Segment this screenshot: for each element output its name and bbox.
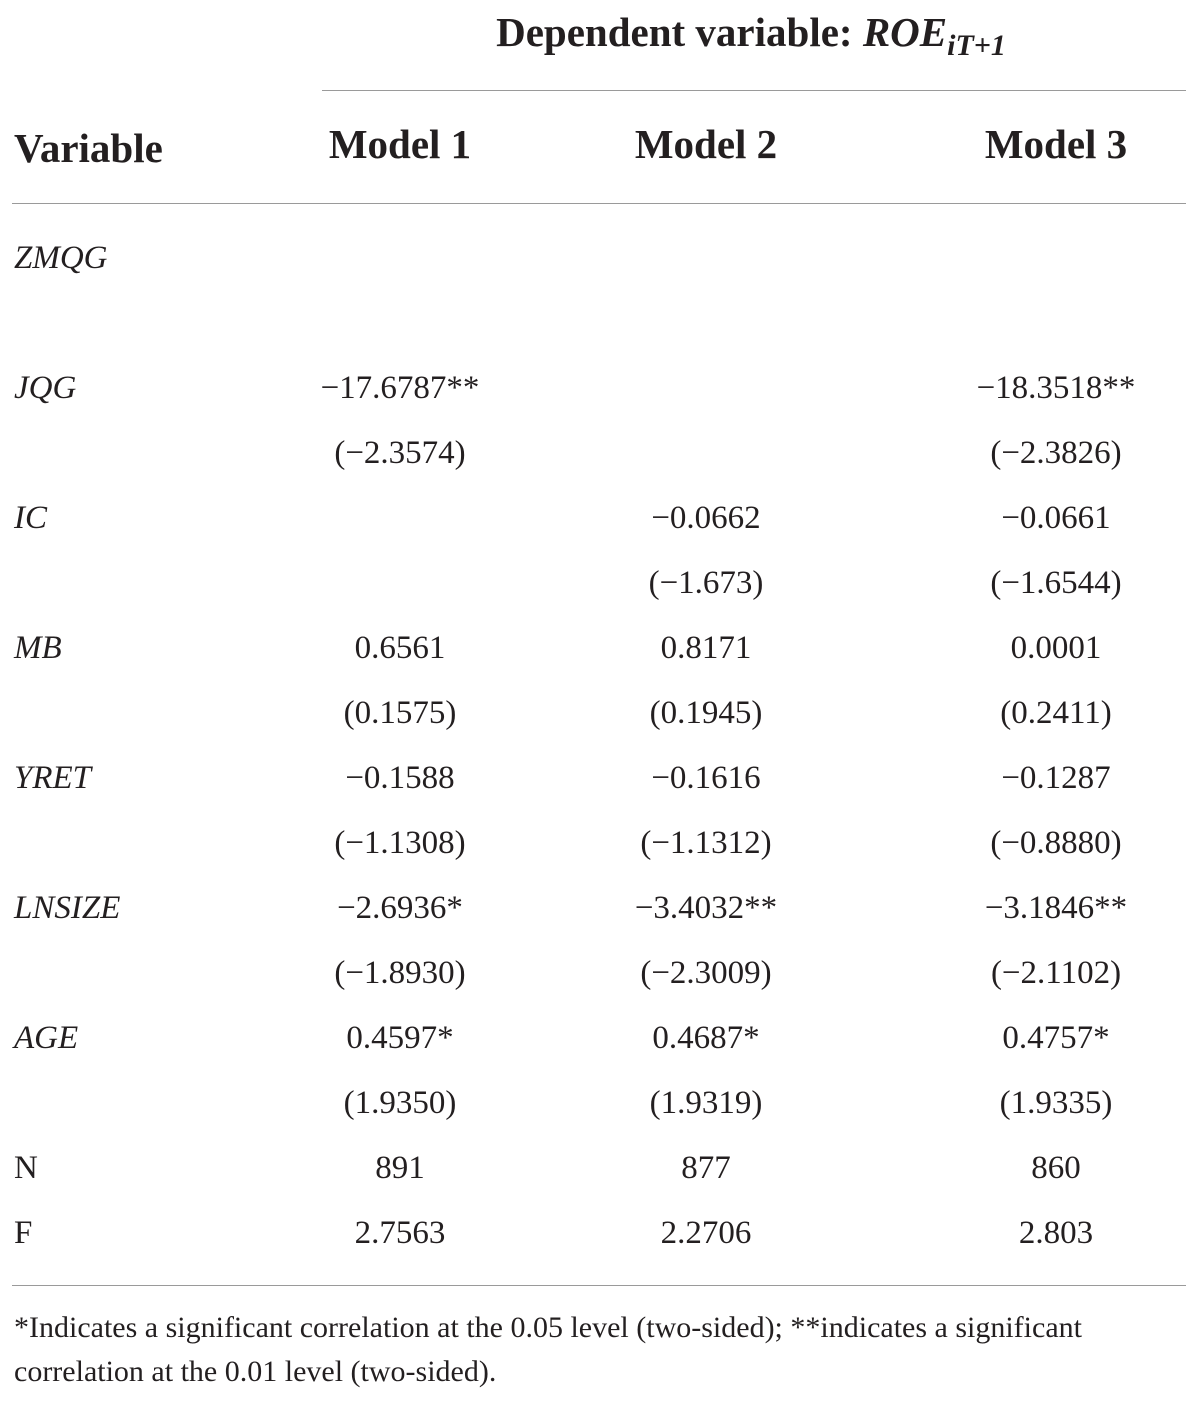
cell-yret-model-1-tstat: (−1.1308) xyxy=(334,825,466,861)
cell-mb-model-1-coef: 0.6561 xyxy=(354,630,446,666)
header-span-rule xyxy=(322,90,1186,91)
table-footnote: *Indicates a significant correlation at … xyxy=(14,1311,1082,1388)
cell-yret-model-2-coef: −0.1616 xyxy=(651,760,761,796)
row-label-zmqg: ZMQG xyxy=(14,240,108,276)
cell-mb-model-3-tstat: (0.2411) xyxy=(1000,695,1112,731)
row-label-n: N xyxy=(14,1150,38,1186)
cell-lnsize-model-2-tstat: (−2.3009) xyxy=(640,955,772,991)
cell-ic-model-3-coef: −0.0661 xyxy=(1001,500,1111,536)
cell-yret-model-3-coef: −0.1287 xyxy=(1001,760,1111,796)
cell-lnsize-model-1-tstat: (−1.8930) xyxy=(334,955,466,991)
cell-age-model-2-tstat: (1.9319) xyxy=(649,1085,763,1121)
cell-age-model-2-coef: 0.4687* xyxy=(652,1020,760,1056)
cell-n-model-2: 877 xyxy=(681,1150,731,1186)
cell-yret-model-2-tstat: (−1.1312) xyxy=(640,825,772,861)
cell-age-model-1-tstat: (1.9350) xyxy=(343,1085,457,1121)
cell-n-model-3: 860 xyxy=(1031,1150,1081,1186)
row-label-f: F xyxy=(14,1215,33,1251)
cell-ic-model-3-tstat: (−1.6544) xyxy=(990,565,1122,601)
cell-lnsize-model-1-coef: −2.6936* xyxy=(337,890,463,926)
cell-age-model-3-coef: 0.4757* xyxy=(1002,1020,1110,1056)
row-label-age: AGE xyxy=(14,1020,79,1056)
cell-ic-model-2-coef: −0.0662 xyxy=(651,500,761,536)
cell-age-model-3-tstat: (1.9335) xyxy=(999,1085,1113,1121)
cell-f-model-1: 2.7563 xyxy=(354,1215,446,1251)
cell-ic-model-2-tstat: (−1.673) xyxy=(648,565,764,601)
dependent-variable-header: Dependent variable: ROEiT+1 xyxy=(0,6,1200,72)
cell-jqg-model-3-tstat: (−2.3826) xyxy=(990,435,1122,471)
cell-mb-model-1-tstat: (0.1575) xyxy=(343,695,457,731)
cell-lnsize-model-2-coef: −3.4032** xyxy=(634,890,778,926)
column-header-model-1: Model 1 xyxy=(328,121,472,167)
row-label-yret: YRET xyxy=(14,760,92,796)
cell-mb-model-2-coef: 0.8171 xyxy=(660,630,752,666)
cell-jqg-model-1-tstat: (−2.3574) xyxy=(334,435,466,471)
cell-mb-model-3-coef: 0.0001 xyxy=(1010,630,1102,666)
row-label-ic: IC xyxy=(14,500,47,536)
column-header-model-2: Model 2 xyxy=(634,121,778,167)
cell-yret-model-1-coef: −0.1588 xyxy=(345,760,455,796)
cell-lnsize-model-3-tstat: (−2.1102) xyxy=(990,955,1122,991)
header-bottom-rule xyxy=(12,203,1186,204)
cell-yret-model-3-tstat: (−0.8880) xyxy=(990,825,1122,861)
column-header-variable: Variable xyxy=(14,125,163,171)
dependent-variable-label: Dependent variable: xyxy=(496,9,853,55)
dependent-variable-name: ROE xyxy=(862,9,948,55)
cell-jqg-model-3-coef: −18.3518** xyxy=(976,370,1136,406)
row-label-jqg: JQG xyxy=(14,370,77,406)
cell-mb-model-2-tstat: (0.1945) xyxy=(649,695,763,731)
cell-f-model-2: 2.2706 xyxy=(660,1215,752,1251)
cell-f-model-3: 2.803 xyxy=(1018,1215,1094,1251)
cell-jqg-model-1-coef: −17.6787** xyxy=(320,370,480,406)
table-bottom-rule xyxy=(12,1285,1186,1286)
dependent-variable-subscript: iT+1 xyxy=(947,29,1006,62)
column-header-model-3: Model 3 xyxy=(984,121,1128,167)
cell-age-model-1-coef: 0.4597* xyxy=(346,1020,454,1056)
cell-n-model-1: 891 xyxy=(375,1150,425,1186)
cell-lnsize-model-3-coef: −3.1846** xyxy=(984,890,1128,926)
row-label-lnsize: LNSIZE xyxy=(14,890,121,926)
row-label-mb: MB xyxy=(14,630,62,666)
